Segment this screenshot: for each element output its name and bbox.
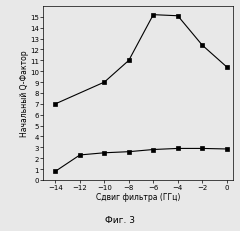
Y-axis label: Начальный Q-Фактор: Начальный Q-Фактор bbox=[20, 50, 29, 137]
Text: Фиг. 3: Фиг. 3 bbox=[105, 215, 135, 224]
X-axis label: Сдвиг фильтра (ГГц): Сдвиг фильтра (ГГц) bbox=[96, 192, 180, 201]
